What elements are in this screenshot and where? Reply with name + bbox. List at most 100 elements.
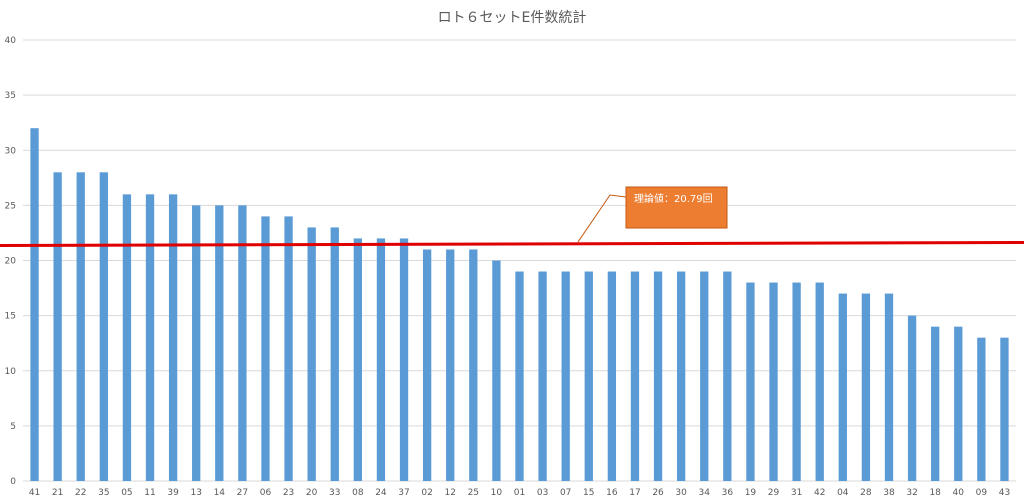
bar [215, 205, 224, 481]
x-tick-label: 33 [329, 488, 340, 498]
bar [422, 249, 432, 481]
bar [376, 238, 386, 481]
bar [561, 271, 570, 481]
callout-label: 理論値：20.79回 [634, 192, 713, 205]
bar [446, 249, 455, 481]
bar [515, 271, 524, 481]
x-tick-label: 06 [260, 488, 272, 498]
x-tick-label: 38 [883, 488, 895, 498]
bars [30, 128, 1009, 482]
x-tick-label: 11 [144, 488, 155, 498]
bar [977, 337, 986, 481]
bar [723, 271, 732, 481]
x-tick-label: 42 [814, 488, 825, 498]
bar [307, 227, 316, 481]
x-tick-label: 30 [675, 488, 687, 498]
x-tick-label: 16 [606, 488, 618, 498]
x-tick-label: 37 [398, 488, 409, 498]
x-tick-label: 05 [121, 488, 132, 498]
y-tick-label: 30 [5, 146, 17, 156]
x-tick-label: 14 [214, 488, 226, 498]
gridlines [23, 39, 1016, 482]
x-tick-label: 41 [29, 488, 40, 498]
x-tick-label: 24 [375, 488, 387, 498]
x-tick-label: 23 [283, 488, 294, 498]
y-tick-label: 40 [5, 36, 17, 46]
bar [492, 260, 501, 481]
x-tick-label: 40 [953, 488, 965, 498]
x-tick-label: 18 [929, 488, 941, 498]
y-axis-ticks: 0 5 10 15 20 25 30 35 40 [5, 36, 17, 487]
y-tick-label: 20 [5, 257, 17, 267]
x-tick-label: 17 [629, 488, 640, 498]
x-tick-label: 43 [999, 488, 1010, 498]
bar [122, 194, 132, 481]
bar [330, 227, 339, 481]
bar [838, 293, 847, 481]
x-tick-label: 29 [768, 488, 780, 498]
bar [584, 271, 593, 481]
x-tick-label: 22 [75, 488, 86, 498]
x-tick-label: 03 [537, 488, 548, 498]
chart-title: ロト６セットE件数統計 [438, 10, 587, 26]
x-tick-label: 21 [52, 488, 63, 498]
y-tick-label: 15 [5, 312, 16, 322]
bar [145, 194, 155, 481]
bar [931, 326, 940, 481]
x-tick-label: 35 [98, 488, 109, 498]
x-tick-label: 39 [167, 488, 179, 498]
callout-leader-line [577, 194, 627, 243]
x-tick-label: 10 [491, 488, 503, 498]
reference-line-group: 理論値：20.79回 [0, 186, 1024, 247]
bar [815, 282, 824, 481]
bar [399, 238, 409, 481]
y-tick-label: 25 [5, 201, 16, 211]
y-tick-label: 5 [10, 422, 16, 432]
x-tick-label: 04 [837, 488, 849, 498]
x-tick-label: 07 [560, 488, 571, 498]
bar [353, 238, 363, 481]
y-tick-label: 0 [10, 477, 16, 487]
reference-line [0, 240, 1024, 247]
bar [746, 282, 755, 481]
bar [238, 205, 247, 481]
bar [676, 271, 686, 481]
bar [261, 216, 270, 481]
x-tick-label: 36 [722, 488, 734, 498]
bar [907, 315, 917, 481]
bar [168, 194, 178, 481]
x-tick-label: 19 [745, 488, 757, 498]
bar [792, 282, 801, 481]
bar [769, 282, 778, 481]
x-tick-label: 12 [444, 488, 455, 498]
x-tick-label: 15 [583, 488, 594, 498]
x-tick-label: 09 [976, 488, 988, 498]
bar [884, 293, 894, 481]
x-tick-label: 25 [468, 488, 479, 498]
bar [538, 271, 547, 481]
x-tick-label: 34 [699, 488, 711, 498]
bar [653, 271, 663, 481]
x-tick-label: 01 [514, 488, 525, 498]
bar [861, 293, 871, 481]
y-tick-label: 10 [5, 367, 17, 377]
bar [53, 172, 62, 482]
bar [630, 271, 640, 481]
bar [99, 172, 108, 482]
bar [192, 205, 201, 481]
x-tick-label: 27 [237, 488, 248, 498]
x-tick-label: 02 [421, 488, 432, 498]
callout-box [625, 186, 728, 229]
x-tick-label: 08 [352, 488, 364, 498]
bar [700, 271, 709, 481]
bar [76, 172, 85, 482]
x-axis-ticks: 41 21 22 35 05 11 39 13 14 27 06 23 20 33 08 24 37 02 12 25… [29, 488, 1010, 498]
bar [284, 216, 293, 481]
x-tick-label: 20 [306, 488, 318, 498]
bar [469, 249, 478, 481]
x-tick-label: 26 [652, 488, 664, 498]
x-tick-label: 28 [860, 488, 872, 498]
bar [30, 128, 39, 481]
y-tick-label: 35 [5, 91, 16, 101]
